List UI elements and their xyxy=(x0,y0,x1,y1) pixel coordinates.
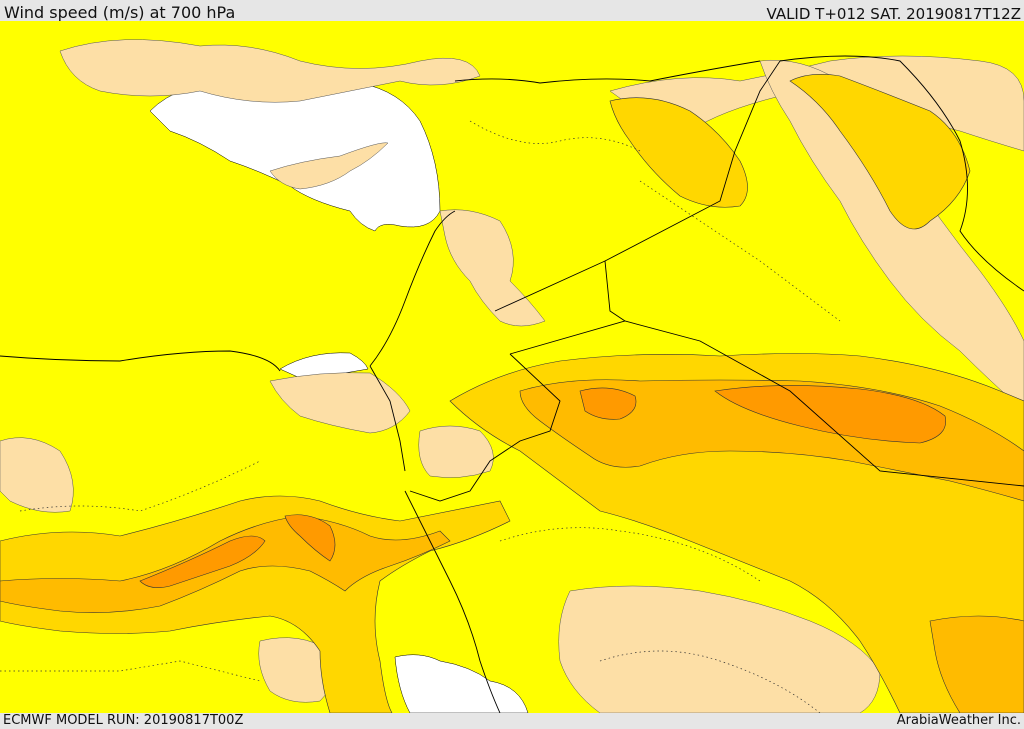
admin-border-syria xyxy=(469,120,641,152)
border-jordan-iraq xyxy=(494,260,626,322)
calm-zone-turkey xyxy=(59,39,481,103)
coastline-levant xyxy=(369,210,456,367)
strong-core-redsea xyxy=(284,514,336,562)
admin-borders xyxy=(0,120,841,713)
border-iraq-saudi xyxy=(509,320,1024,487)
calm-zone-sinai xyxy=(269,372,411,434)
border-turkey-syria xyxy=(454,60,761,84)
map-title: Wind speed (m/s) at 700 hPa xyxy=(4,3,236,22)
credit-label: ArabiaWeather Inc. xyxy=(896,713,1021,728)
border-jordan-saudi xyxy=(409,353,561,502)
footer-bar: ECMWF MODEL RUN: 20190817T00Z ArabiaWeat… xyxy=(0,713,1024,729)
moderate-zone-iraq-east xyxy=(789,74,971,230)
strong-core-saudi-east xyxy=(714,385,947,444)
strong-wind-zones xyxy=(139,385,947,588)
coastline-egypt-med xyxy=(0,350,281,372)
calm-zone-jordan xyxy=(418,425,494,478)
calm-zone-red-sea-coast xyxy=(258,637,334,703)
calm-zone-egypt-west xyxy=(0,437,74,513)
border-egypt-israel xyxy=(369,365,406,472)
admin-border-saudi-2 xyxy=(599,650,821,713)
calm-zone-saudi-south xyxy=(558,585,881,713)
border-syria-iraq xyxy=(604,60,781,262)
wind-speed-map xyxy=(0,21,1024,713)
admin-border-saudi-1 xyxy=(499,527,761,582)
coastline-red-sea-east xyxy=(404,490,501,713)
strong-core-egypt xyxy=(139,535,266,588)
calm-zone-syria xyxy=(439,209,546,327)
admin-border-egypt xyxy=(19,460,261,512)
border-iran-iraq xyxy=(779,55,1024,292)
admin-border-egypt-south xyxy=(0,660,261,682)
moderate-zone-north-iraq xyxy=(609,97,748,208)
fresh-zone-southeast xyxy=(929,615,1024,713)
header-bar: Wind speed (m/s) at 700 hPa VALID T+012 … xyxy=(0,0,1024,23)
country-borders xyxy=(0,55,1024,713)
calm-zone-cyprus xyxy=(269,142,389,190)
sea-mask-red-sea-south xyxy=(394,654,529,713)
model-run-label: ECMWF MODEL RUN: 20190817T00Z xyxy=(3,713,244,728)
valid-time-label: VALID T+012 SAT. 20190817T12Z xyxy=(766,5,1021,23)
map-canvas xyxy=(0,21,1024,713)
calm-zones xyxy=(0,39,1024,713)
strong-core-saudi-west xyxy=(579,387,637,420)
